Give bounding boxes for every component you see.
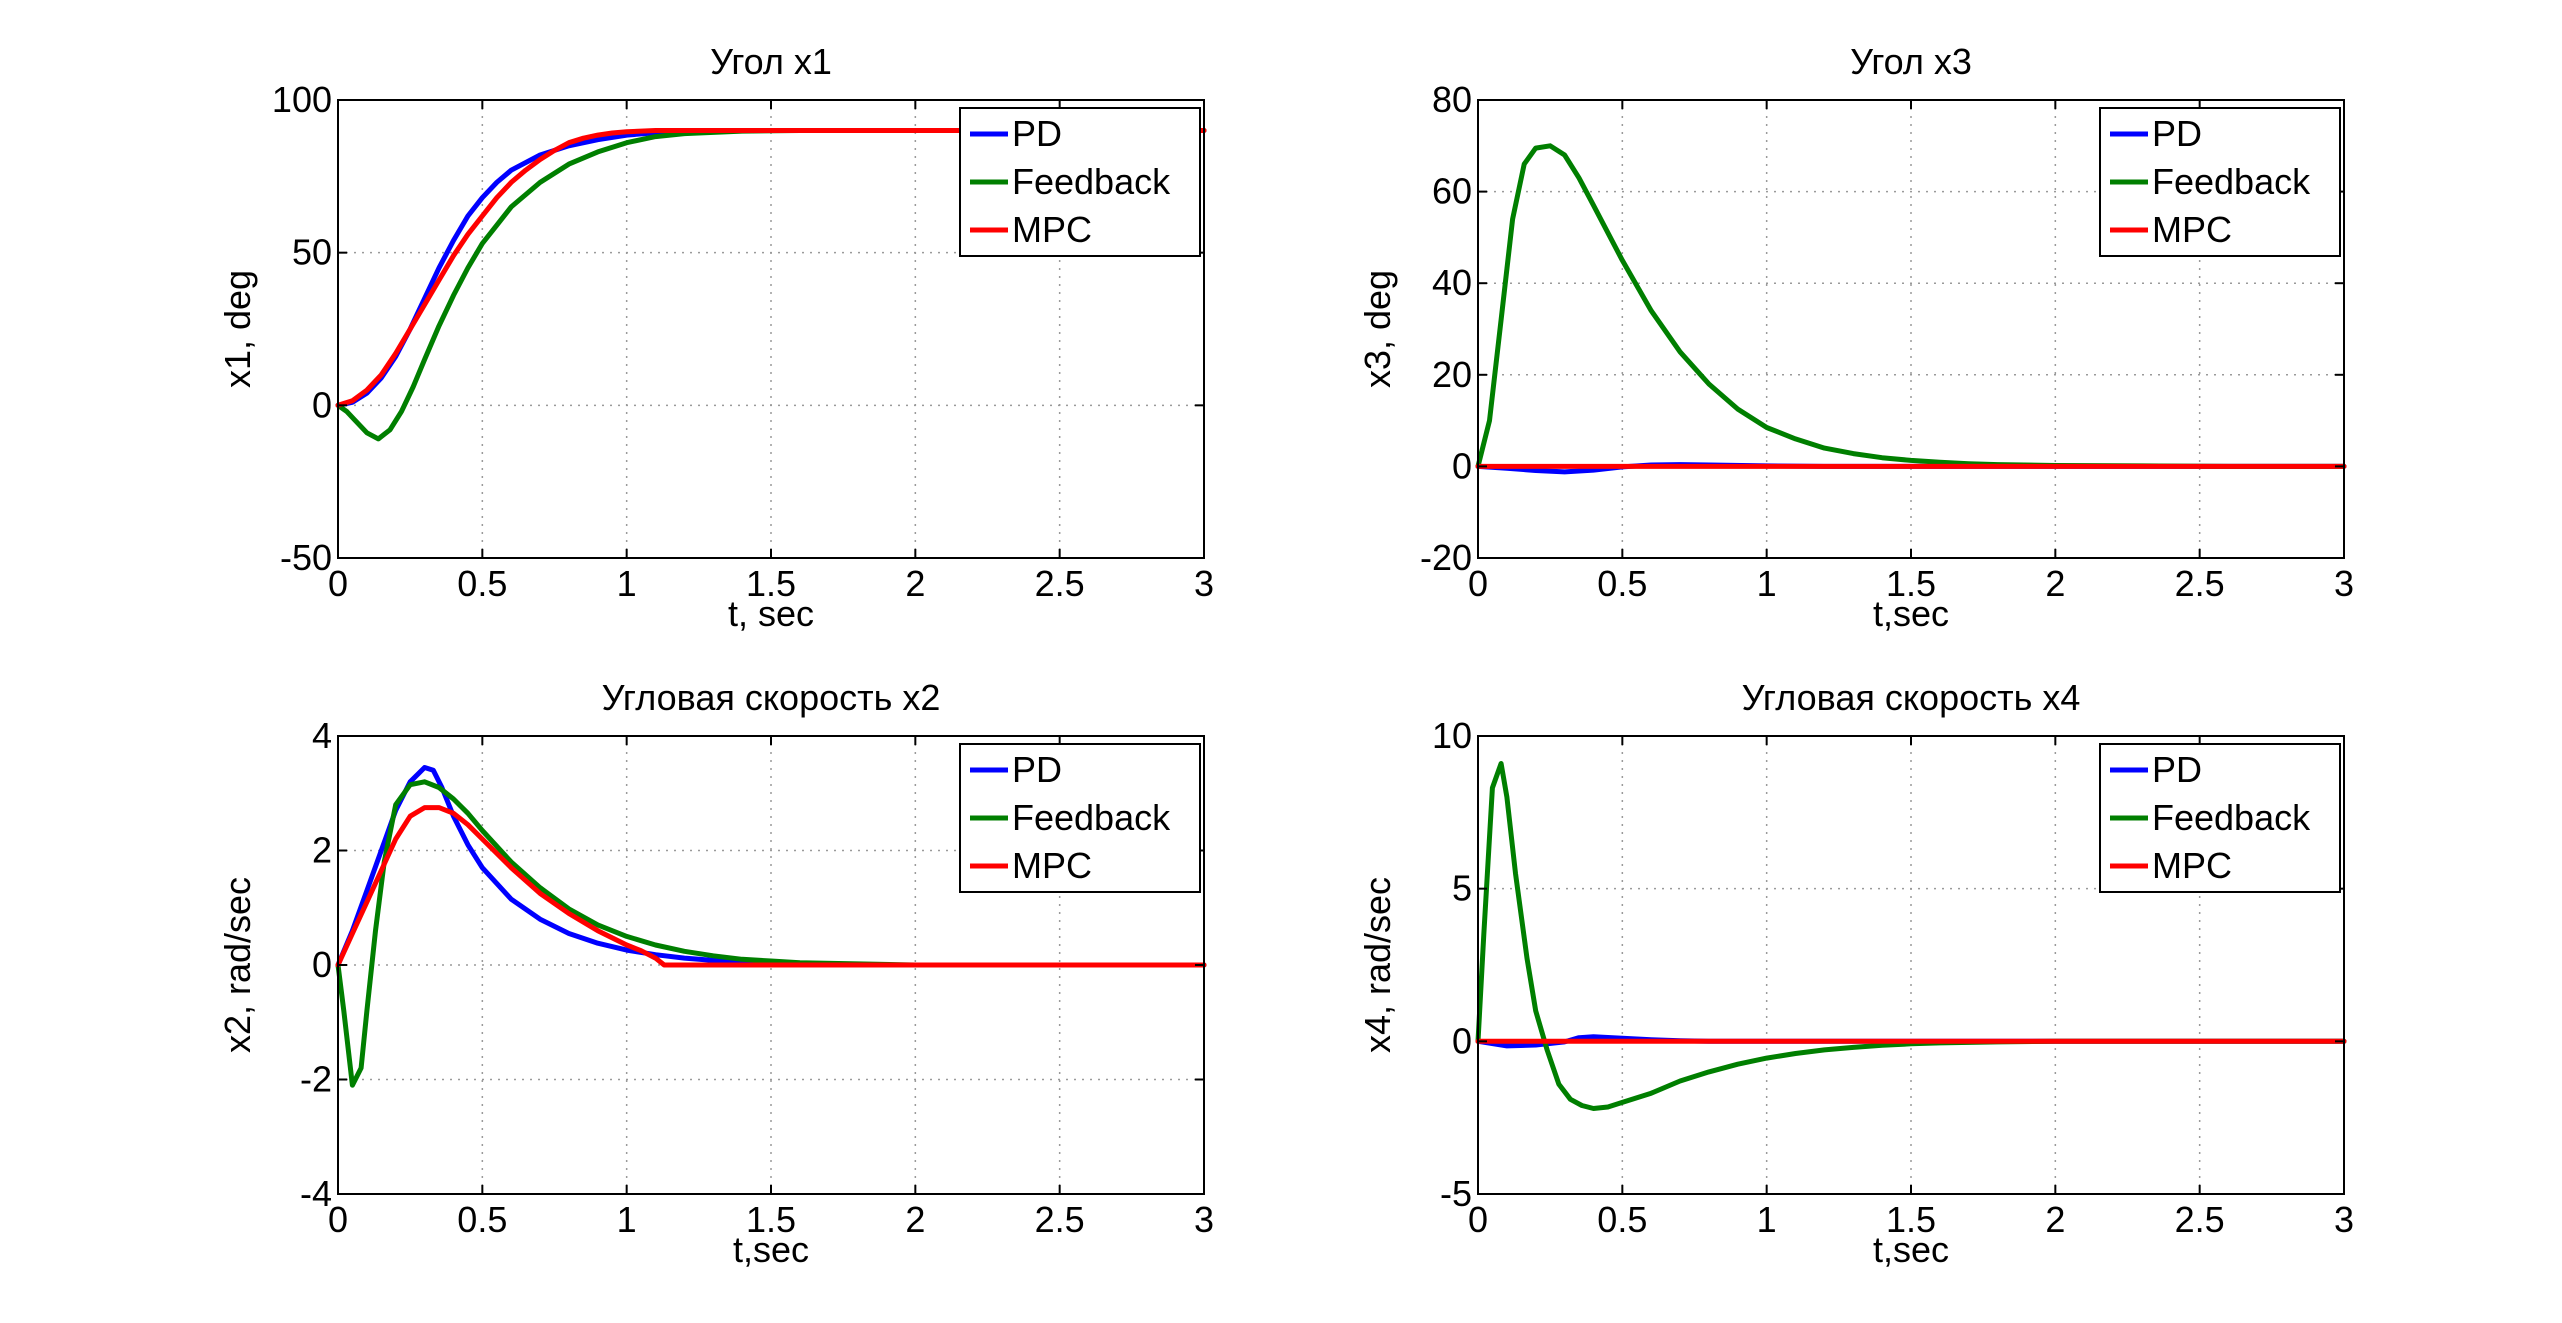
x-tick-label: 1.5 (746, 563, 796, 604)
legend-label-feedback: Feedback (1012, 797, 1171, 838)
y-tick-label: 40 (1432, 262, 1472, 303)
y-tick-label: -5 (1440, 1173, 1472, 1214)
y-tick-label: -4 (300, 1173, 332, 1214)
series-line-feedback (335, 779, 1207, 1088)
legend-label-pd: PD (2152, 113, 2202, 154)
legend-label-mpc: MPC (1012, 209, 1092, 250)
x-tick-label: 0.5 (457, 563, 507, 604)
chart-title: Угловая скорость x2 (602, 677, 941, 718)
y-tick-label: 100 (272, 79, 332, 120)
x-axis-label: t, sec (728, 593, 814, 634)
x-tick-label: 1.5 (1886, 563, 1936, 604)
legend-label-pd: PD (1012, 113, 1062, 154)
y-tick-label: 0 (312, 384, 332, 425)
x-tick-label: 0 (328, 1199, 348, 1240)
y-tick-label: 4 (312, 715, 332, 756)
x-tick-label: 1 (617, 563, 637, 604)
y-tick-label: 0 (1452, 1020, 1472, 1061)
x-tick-label: 2 (2045, 1199, 2065, 1240)
x-tick-label: 0.5 (457, 1199, 507, 1240)
y-tick-label: -2 (300, 1059, 332, 1100)
x-tick-label: 0 (328, 563, 348, 604)
y-tick-label: 10 (1432, 715, 1472, 756)
x-axis-label: t,sec (733, 1229, 809, 1270)
y-tick-label: 50 (292, 232, 332, 273)
x-tick-label: 1 (1757, 1199, 1777, 1240)
y-axis-label: x4, rad/sec (1357, 877, 1398, 1053)
x-tick-label: 0.5 (1597, 1199, 1647, 1240)
legend: PD Feedback MPC (959, 107, 1201, 257)
legend: PD Feedback MPC (959, 743, 1201, 893)
legend-label-feedback: Feedback (2152, 161, 2311, 202)
x-tick-label: 2.5 (2175, 1199, 2225, 1240)
legend-label-mpc: MPC (2152, 845, 2232, 886)
x-tick-label: 3 (1194, 1199, 1214, 1240)
y-tick-label: 20 (1432, 354, 1472, 395)
x-tick-label: 2.5 (1035, 1199, 1085, 1240)
x-tick-label: 2 (905, 563, 925, 604)
legend-label-feedback: Feedback (2152, 797, 2311, 838)
x-tick-label: 0.5 (1597, 563, 1647, 604)
x-tick-label: 2 (905, 1199, 925, 1240)
x-axis-label: t,sec (1873, 593, 1949, 634)
chart-angular-velocity-x2: 0 0.5 1 1.5 2 2.5 3 -4 -2 0 2 4 Угловая скорость x2 t… (217, 677, 1214, 1270)
legend-label-mpc: MPC (1012, 845, 1092, 886)
legend: PD Feedback MPC (2099, 743, 2341, 893)
legend: PD Feedback MPC (2099, 107, 2341, 257)
x-tick-label: 0 (1468, 1199, 1488, 1240)
y-tick-label: 0 (312, 944, 332, 985)
series-line-mpc (335, 128, 1207, 408)
y-tick-label: 80 (1432, 79, 1472, 120)
y-axis-label: x1, deg (217, 270, 258, 388)
x-tick-label: 2.5 (1035, 563, 1085, 604)
x-tick-label: 0 (1468, 563, 1488, 604)
chart-title: Угол x1 (710, 41, 832, 82)
x-tick-label: 1 (617, 1199, 637, 1240)
x-tick-label: 3 (1194, 563, 1214, 604)
y-tick-label: 60 (1432, 171, 1472, 212)
series-line-mpc (335, 805, 1207, 968)
y-tick-label: 2 (312, 830, 332, 871)
y-tick-label: 0 (1452, 445, 1472, 486)
y-axis-label: x3, deg (1357, 270, 1398, 388)
legend-label-pd: PD (1012, 749, 1062, 790)
y-tick-label: -20 (1420, 537, 1472, 578)
x-tick-label: 2.5 (2175, 563, 2225, 604)
y-tick-label: 5 (1452, 868, 1472, 909)
chart-title: Угловая скорость x4 (1742, 677, 2081, 718)
legend-label-mpc: MPC (2152, 209, 2232, 250)
x-tick-label: 1.5 (746, 1199, 796, 1240)
x-tick-label: 3 (2334, 1199, 2354, 1240)
x-axis-label: t,sec (1873, 1229, 1949, 1270)
x-tick-label: 1.5 (1886, 1199, 1936, 1240)
legend-label-feedback: Feedback (1012, 161, 1171, 202)
chart-title: Угол x3 (1850, 41, 1972, 82)
y-tick-label: -50 (280, 537, 332, 578)
x-tick-label: 3 (2334, 563, 2354, 604)
y-axis-label: x2, rad/sec (217, 877, 258, 1053)
legend-label-pd: PD (2152, 749, 2202, 790)
x-tick-label: 1 (1757, 563, 1777, 604)
x-tick-label: 2 (2045, 563, 2065, 604)
